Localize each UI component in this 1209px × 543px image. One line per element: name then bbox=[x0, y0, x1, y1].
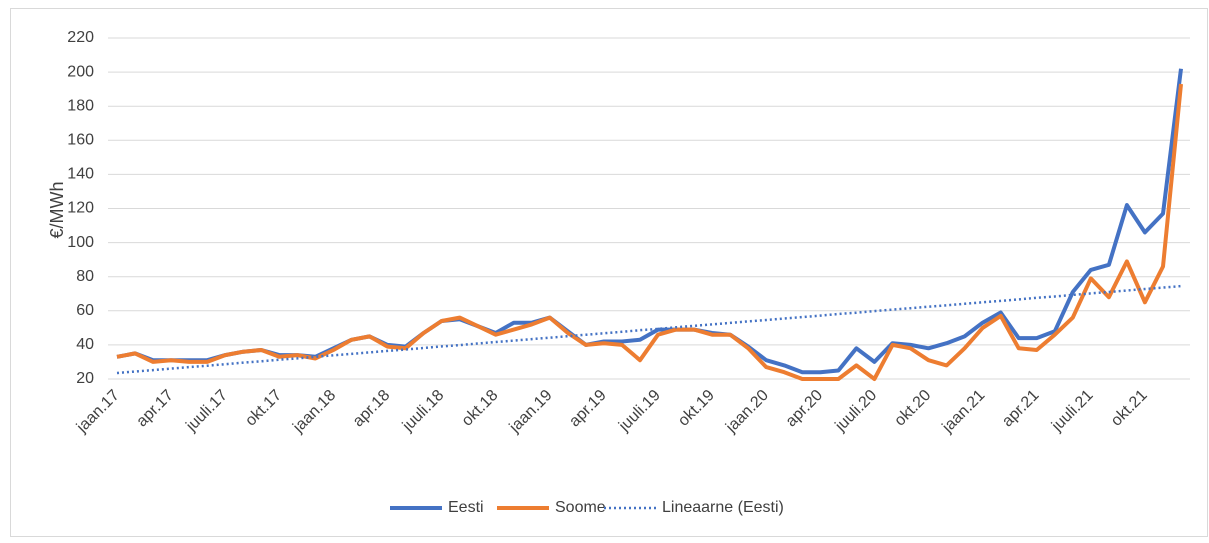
y-tick-label: 20 bbox=[76, 370, 94, 387]
y-tick-label: 120 bbox=[67, 200, 94, 217]
legend-label: Soome bbox=[555, 499, 606, 516]
y-tick-label: 140 bbox=[67, 166, 94, 183]
y-tick-label: 220 bbox=[67, 29, 94, 46]
y-tick-label: 180 bbox=[67, 97, 94, 114]
chart-border bbox=[10, 8, 1208, 537]
y-tick-label: 200 bbox=[67, 63, 94, 80]
y-tick-label: 160 bbox=[67, 132, 94, 149]
y-axis-label: €/MWh bbox=[47, 181, 67, 238]
y-tick-label: 100 bbox=[67, 234, 94, 251]
line-series bbox=[116, 83, 1183, 381]
y-tick-label: 80 bbox=[76, 268, 94, 285]
legend-label: Lineaarne (Eesti) bbox=[662, 499, 784, 516]
y-tick-label: 60 bbox=[76, 302, 94, 319]
y-tick-label: 40 bbox=[76, 336, 94, 353]
legend-label: Eesti bbox=[448, 499, 484, 516]
